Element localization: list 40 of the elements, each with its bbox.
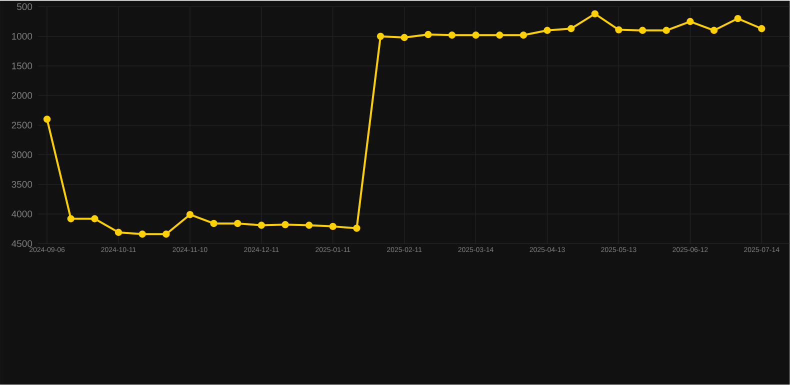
point [472,32,480,39]
point [544,27,551,34]
point [567,25,575,32]
point [186,211,194,218]
point [376,32,384,40]
point [234,220,242,228]
point [282,221,289,228]
y-tick-label: 4500 [12,240,32,248]
point [114,228,122,236]
point [210,220,218,228]
point [710,27,718,34]
y-tick-label: 500 [17,4,32,10]
y-tick-label: 1500 [12,62,32,70]
point [686,18,694,26]
point [258,222,266,230]
point [91,215,98,223]
point [520,32,528,39]
point [400,34,408,42]
point [496,32,504,39]
point [448,32,456,39]
point [162,230,170,238]
point [615,26,622,34]
point [329,223,336,230]
point [138,230,146,238]
point [662,27,670,34]
point [734,15,742,22]
point [424,31,432,38]
y-tick-label: 1000 [12,33,32,40]
point [758,25,766,32]
point [43,116,51,124]
point [353,224,360,232]
point [67,215,74,223]
point [305,222,313,230]
y-tick-label: 3000 [12,152,32,158]
y-tick-label: 3500 [12,181,32,188]
y-tick-label: 2000 [12,92,32,100]
point [591,10,598,18]
point [638,27,646,34]
y-tick-label: 2500 [12,122,32,129]
y-tick-label: 4000 [12,210,32,218]
